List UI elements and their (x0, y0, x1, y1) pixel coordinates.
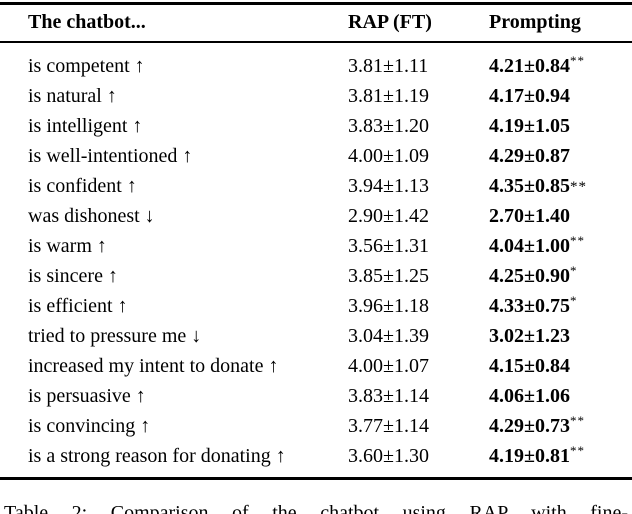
prompting-value: 4.33±0.75* (489, 291, 632, 323)
prompting-value: 4.19±1.05 (489, 111, 632, 141)
row-label: is confident ↑ (28, 175, 137, 197)
rap-value: 3.56±1.31 (348, 235, 429, 257)
table-caption: Table 2: Comparison of the chatbot using… (4, 502, 628, 514)
rap-value: 3.96±1.18 (348, 295, 429, 317)
row-label: is efficient ↑ (28, 295, 128, 317)
prompting-value-text: 4.17±0.94 (489, 85, 570, 107)
row-label: increased my intent to donate ↑ (28, 355, 279, 377)
row-label: is persuasive ↑ (28, 385, 146, 407)
prompting-value-text: 4.19±1.05 (489, 115, 570, 137)
row-label: is intelligent ↑ (28, 115, 143, 137)
prompting-value-text: 4.06±1.06 (489, 385, 570, 407)
rap-value: 3.94±1.13 (348, 175, 429, 197)
row-label: was dishonest ↓ (28, 205, 155, 227)
prompting-value-text: 4.25±0.90 (489, 265, 570, 287)
rap-value: 3.81±1.19 (348, 85, 429, 107)
row-label: is competent ↑ (28, 55, 145, 77)
prompting-value-text: 3.02±1.23 (489, 325, 570, 347)
significance-stars: ** (569, 179, 587, 195)
column-header-rap-ft: RAP (FT) (348, 11, 432, 33)
prompting-value-text: 4.04±1.00 (489, 235, 570, 257)
rap-value: 3.83±1.14 (348, 385, 429, 407)
table-row: is well-intentioned ↑ 4.00±1.09 4.29±0.8… (0, 141, 632, 171)
prompting-value: 2.70±1.40 (489, 201, 632, 231)
rap-value: 3.04±1.39 (348, 325, 429, 347)
prompting-value: 4.17±0.94 (489, 81, 632, 111)
rap-value: 3.77±1.14 (348, 415, 429, 437)
table-row: is a strong reason for donating ↑ 3.60±1… (0, 441, 632, 471)
prompting-value: 4.06±1.06 (489, 381, 632, 411)
significance-stars: ** (569, 443, 585, 458)
table-top-rule (0, 2, 632, 5)
row-label: is natural ↑ (28, 85, 117, 107)
table-row: is convincing ↑ 3.77±1.14 4.29±0.73** (0, 411, 632, 441)
prompting-value-text: 4.21±0.84 (489, 55, 570, 77)
rap-value: 2.90±1.42 (348, 205, 429, 227)
row-label: is convincing ↑ (28, 415, 151, 437)
table-header-row: The chatbot... RAP (FT) Prompting (0, 7, 632, 37)
row-label: is well-intentioned ↑ (28, 145, 193, 167)
significance-stars: ** (569, 233, 585, 248)
rap-value: 4.00±1.07 (348, 355, 429, 377)
significance-stars: ** (569, 53, 585, 68)
table-row: is efficient ↑ 3.96±1.18 4.33±0.75* (0, 291, 632, 321)
significance-stars: * (569, 293, 578, 308)
prompting-value-text: 4.33±0.75 (489, 295, 570, 317)
table-mid-rule (0, 41, 632, 43)
row-label: tried to pressure me ↓ (28, 325, 202, 347)
row-label: is warm ↑ (28, 235, 107, 257)
table-row: is confident ↑ 3.94±1.13 4.35±0.85** (0, 171, 632, 201)
prompting-value-text: 4.29±0.73 (489, 415, 570, 437)
rap-value: 3.81±1.11 (348, 55, 429, 77)
column-header-chatbot: The chatbot... (28, 11, 146, 33)
prompting-value: 4.29±0.87 (489, 141, 632, 171)
prompting-value: 4.15±0.84 (489, 351, 632, 381)
table-row: increased my intent to donate ↑ 4.00±1.0… (0, 351, 632, 381)
prompting-value-text: 4.19±0.81 (489, 445, 570, 467)
prompting-value: 4.19±0.81** (489, 441, 632, 473)
prompting-value-text: 4.35±0.85 (489, 175, 570, 197)
rap-value: 4.00±1.09 (348, 145, 429, 167)
table-row: is sincere ↑ 3.85±1.25 4.25±0.90* (0, 261, 632, 291)
significance-stars: ** (569, 413, 585, 428)
table-row: is persuasive ↑ 3.83±1.14 4.06±1.06 (0, 381, 632, 411)
table-bottom-rule (0, 477, 632, 480)
rap-value: 3.83±1.20 (348, 115, 429, 137)
rap-value: 3.85±1.25 (348, 265, 429, 287)
significance-stars: * (569, 263, 578, 278)
prompting-value: 4.29±0.73** (489, 411, 632, 443)
rap-value: 3.60±1.30 (348, 445, 429, 467)
table-row: is warm ↑ 3.56±1.31 4.04±1.00** (0, 231, 632, 261)
table-row: tried to pressure me ↓ 3.04±1.39 3.02±1.… (0, 321, 632, 351)
table-row: is intelligent ↑ 3.83±1.20 4.19±1.05 (0, 111, 632, 141)
row-label: is a strong reason for donating ↑ (28, 445, 286, 467)
prompting-value-text: 2.70±1.40 (489, 205, 570, 227)
prompting-value-text: 4.29±0.87 (489, 145, 570, 167)
prompting-value: 3.02±1.23 (489, 321, 632, 351)
prompting-value: 4.21±0.84** (489, 51, 632, 83)
table-row: was dishonest ↓ 2.90±1.42 2.70±1.40 (0, 201, 632, 231)
prompting-value: 4.25±0.90* (489, 261, 632, 293)
table-body: is competent ↑ 3.81±1.11 4.21±0.84** is … (0, 51, 632, 471)
table-row: is competent ↑ 3.81±1.11 4.21±0.84** (0, 51, 632, 81)
prompting-value: 4.35±0.85** (489, 171, 632, 203)
row-label: is sincere ↑ (28, 265, 118, 287)
column-header-prompting: Prompting (489, 11, 581, 33)
table-row: is natural ↑ 3.81±1.19 4.17±0.94 (0, 81, 632, 111)
prompting-value-text: 4.15±0.84 (489, 355, 570, 377)
prompting-value: 4.04±1.00** (489, 231, 632, 263)
